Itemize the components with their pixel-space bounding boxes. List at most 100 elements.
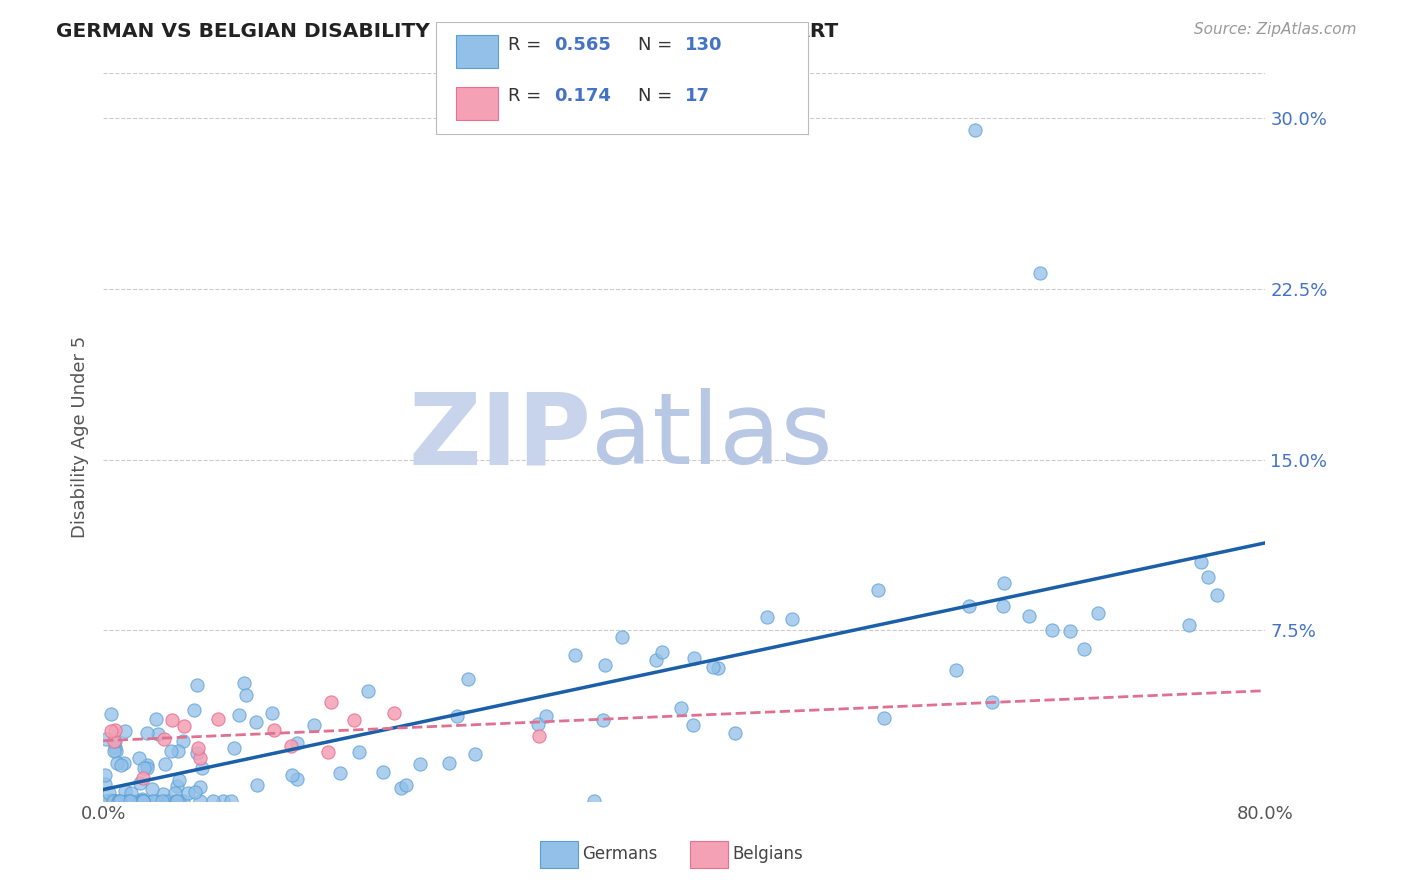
Point (592, 713, 614, 727)
Point (117, 794, 139, 808)
Point (610, 630, 633, 644)
Point (963, 123, 986, 137)
Point (93, 794, 115, 808)
Point (120, 786, 142, 800)
Point (866, 582, 889, 597)
Point (160, 713, 183, 727)
Text: atlas: atlas (592, 388, 832, 485)
Point (120, 794, 142, 808)
Point (112, 756, 135, 770)
Text: ZIP: ZIP (409, 388, 592, 485)
Point (100, 706, 122, 721)
Point (186, 747, 208, 761)
Point (98, 786, 121, 800)
Point (207, 712, 229, 726)
Text: 0.565: 0.565 (554, 36, 610, 54)
Point (145, 794, 167, 808)
Point (439, 756, 461, 770)
Point (105, 744, 128, 758)
Point (101, 794, 124, 808)
Point (232, 675, 254, 690)
Point (167, 773, 190, 788)
Point (457, 672, 479, 686)
Point (593, 658, 616, 673)
Point (287, 736, 309, 750)
Point (172, 733, 194, 747)
Point (682, 718, 704, 732)
Point (163, 786, 186, 800)
Point (945, 663, 967, 677)
Point (183, 785, 205, 799)
Point (389, 780, 412, 795)
Text: 17: 17 (685, 87, 710, 105)
Point (527, 729, 550, 743)
Text: 130: 130 (685, 36, 723, 54)
Point (683, 650, 706, 665)
Point (1177, 617, 1199, 632)
Point (224, 741, 246, 756)
Point (108, 794, 131, 808)
Point (183, 703, 205, 717)
Point (152, 732, 174, 747)
Point (186, 678, 208, 692)
Point (347, 745, 370, 759)
Point (534, 709, 557, 723)
Point (343, 713, 366, 727)
Point (201, 794, 224, 808)
Point (1073, 641, 1095, 656)
Point (153, 794, 176, 808)
Point (707, 661, 730, 675)
Point (93, 768, 115, 782)
Point (173, 719, 195, 733)
Point (96, 732, 118, 747)
Point (103, 794, 125, 808)
Point (211, 794, 233, 808)
Point (150, 794, 173, 808)
Point (321, 695, 343, 709)
Point (118, 794, 141, 808)
Point (167, 794, 190, 808)
Point (357, 684, 380, 698)
Point (957, 599, 980, 614)
Point (177, 786, 200, 800)
Point (873, 711, 896, 725)
Point (104, 734, 127, 748)
Point (188, 794, 211, 808)
Point (131, 794, 153, 808)
Point (228, 707, 250, 722)
Point (780, 612, 803, 626)
Point (98, 793, 121, 807)
Text: N =: N = (638, 36, 678, 54)
Point (191, 760, 214, 774)
Point (157, 794, 180, 808)
Point (128, 775, 150, 789)
Point (1197, 570, 1219, 584)
Point (382, 706, 405, 721)
Point (409, 757, 432, 772)
Point (187, 741, 209, 756)
Point (103, 744, 125, 758)
Point (235, 688, 257, 702)
Point (245, 715, 267, 730)
Point (446, 709, 468, 723)
Point (107, 794, 129, 808)
Text: R =: R = (508, 36, 547, 54)
Point (219, 794, 242, 808)
Point (155, 794, 177, 808)
Point (671, 701, 693, 715)
Point (131, 791, 153, 805)
Point (262, 706, 284, 720)
Point (132, 771, 155, 785)
Point (104, 739, 127, 754)
Text: Germans: Germans (582, 845, 658, 863)
Point (141, 782, 163, 797)
Point (280, 739, 302, 754)
Point (152, 787, 174, 801)
Point (1018, 609, 1040, 624)
Point (115, 794, 138, 808)
Point (141, 794, 163, 808)
Point (103, 734, 125, 748)
Point (136, 726, 159, 740)
Point (145, 712, 167, 726)
Point (135, 758, 157, 772)
